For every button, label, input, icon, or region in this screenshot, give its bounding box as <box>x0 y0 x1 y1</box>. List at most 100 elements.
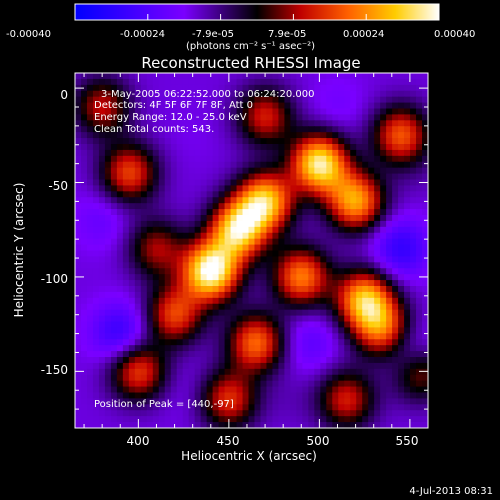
heatmap-cell <box>410 73 417 80</box>
heatmap-cell <box>194 410 202 417</box>
heatmap-cell <box>254 262 262 269</box>
heatmap-cell <box>278 155 285 163</box>
heatmap-cell <box>356 197 363 204</box>
heatmap-cell <box>416 333 423 340</box>
heatmap-cell <box>344 303 351 311</box>
heatmap-cell <box>188 232 196 240</box>
heatmap-cell <box>128 102 136 110</box>
heatmap-cell <box>326 144 333 151</box>
heatmap-cell <box>224 120 232 127</box>
heatmap-cell <box>380 422 387 428</box>
heatmap-cell <box>344 114 351 121</box>
heatmap-cell <box>230 274 238 281</box>
heatmap-cell <box>236 250 244 258</box>
heatmap-cell <box>110 374 118 382</box>
heatmap-cell <box>176 362 184 370</box>
heatmap-cell <box>146 297 154 305</box>
heatmap-cell <box>140 368 148 376</box>
heatmap-cell <box>338 321 345 329</box>
heatmap-cell <box>332 167 339 175</box>
heatmap-cell <box>296 291 303 299</box>
heatmap-cell <box>290 84 297 92</box>
heatmap-cell <box>122 315 130 323</box>
heatmap-cell <box>110 410 118 417</box>
heatmap-cell <box>134 114 142 121</box>
heatmap-cell <box>188 108 196 116</box>
heatmap-cell <box>266 256 274 263</box>
heatmap-cell <box>212 232 220 240</box>
heatmap-cell <box>164 422 172 428</box>
heatmap-cell <box>266 203 274 210</box>
heatmap-cell <box>350 422 357 428</box>
heatmap-cell <box>356 333 363 340</box>
heatmap-cell <box>194 327 202 334</box>
heatmap-cell <box>266 78 274 86</box>
heatmap-cell <box>392 416 399 423</box>
heatmap-cell <box>410 167 417 175</box>
heatmap-cell <box>284 274 291 281</box>
heatmap-cell <box>122 191 130 198</box>
heatmap-cell <box>374 73 381 80</box>
heatmap-cell <box>218 315 226 323</box>
heatmap-cell <box>98 173 106 181</box>
heatmap-cell <box>218 203 226 210</box>
heatmap-cell <box>194 244 202 252</box>
heatmap-cell <box>242 90 250 98</box>
heatmap-cell <box>158 155 166 163</box>
heatmap-cell <box>422 138 428 145</box>
heatmap-cell <box>374 149 381 157</box>
heatmap-cell <box>416 144 423 151</box>
heatmap-cell <box>200 256 208 263</box>
heatmap-cell <box>140 345 148 352</box>
heatmap-cell <box>386 90 393 98</box>
heatmap-cell <box>140 220 148 228</box>
heatmap-cell <box>260 404 268 411</box>
heatmap-cell <box>98 197 106 204</box>
heatmap-cell <box>314 138 321 145</box>
heatmap-cell <box>392 327 399 334</box>
heatmap-cell <box>236 209 244 216</box>
heatmap-cell <box>314 144 321 151</box>
heatmap-cell <box>350 232 357 240</box>
heatmap-cell <box>350 309 357 317</box>
heatmap-cell <box>380 220 387 228</box>
heatmap-cell <box>80 232 88 240</box>
heatmap-cell <box>116 244 124 252</box>
heatmap-cell <box>128 386 136 394</box>
heatmap-cell <box>320 374 327 382</box>
heatmap-cell <box>344 167 351 175</box>
heatmap-cell <box>266 268 274 275</box>
heatmap-cell <box>194 96 202 104</box>
heatmap-cell <box>344 274 351 281</box>
heatmap-cell <box>224 398 232 405</box>
heatmap-cell <box>104 410 112 417</box>
heatmap-cell <box>320 155 327 163</box>
heatmap-cell <box>200 185 208 192</box>
heatmap-cell <box>416 215 423 222</box>
heatmap-cell <box>140 226 148 234</box>
heatmap-cell <box>170 191 178 198</box>
heatmap-cell <box>386 357 393 364</box>
heatmap-cell <box>206 368 214 376</box>
heatmap-cell <box>80 404 88 411</box>
heatmap-cell <box>272 410 280 417</box>
heatmap-cell <box>284 398 291 405</box>
heatmap-cell <box>272 303 280 311</box>
heatmap-cell <box>92 303 100 311</box>
heatmap-cell <box>92 149 100 157</box>
heatmap-cell <box>332 345 339 352</box>
heatmap-cell <box>188 374 196 382</box>
heatmap-cell <box>116 220 124 228</box>
heatmap-cell <box>170 392 178 400</box>
x-tick-label: 450 <box>217 434 240 448</box>
heatmap-cell <box>344 362 351 370</box>
heatmap-cell <box>350 138 357 145</box>
heatmap-cell <box>326 286 333 293</box>
heatmap-cell <box>392 333 399 340</box>
heatmap-cell <box>302 73 309 80</box>
heatmap-cell <box>386 120 393 127</box>
heatmap-cell <box>326 179 333 187</box>
heatmap-cell <box>98 368 106 376</box>
heatmap-cell <box>392 161 399 169</box>
heatmap-cell <box>338 280 345 287</box>
